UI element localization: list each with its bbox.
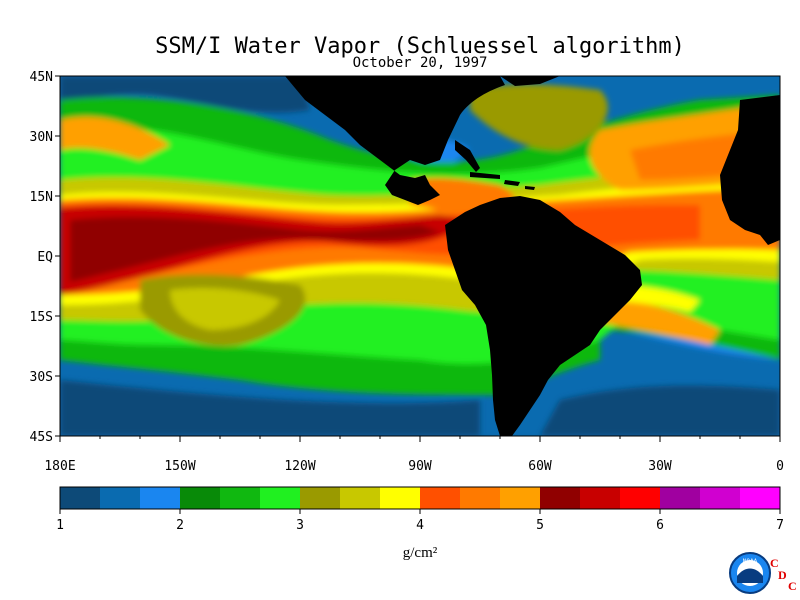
cdc-letter-3: C — [788, 579, 797, 593]
cdc-letter-1: C — [770, 556, 779, 570]
colorbar-ticks: 1 2 3 4 5 6 7 — [56, 509, 784, 533]
lat-tick-label: 15S — [30, 310, 53, 325]
colorbar-tick-label: 1 — [56, 518, 64, 533]
noaa-logo: NOAA — [729, 552, 771, 594]
colorbar-swatch — [540, 487, 581, 509]
map-subtitle: October 20, 1997 — [353, 55, 488, 71]
colorbar-swatch — [340, 487, 381, 509]
lon-tick-label: 120W — [284, 459, 315, 474]
colorbar-swatch — [180, 487, 221, 509]
lon-tick-label: 180E — [44, 459, 75, 474]
colorbar-swatch — [700, 487, 741, 509]
colorbar-tick-label: 4 — [416, 518, 424, 533]
colorbar-tick-label: 2 — [176, 518, 184, 533]
lon-tick-label: 150W — [164, 459, 195, 474]
lat-tick-label: 30S — [30, 370, 53, 385]
colorbar-swatch — [660, 487, 701, 509]
noaa-logo-text: NOAA — [743, 558, 758, 565]
latitude-axis: 45N 30N 15N EQ 15S 30S 45S — [30, 70, 60, 445]
lat-tick-label: EQ — [37, 250, 53, 265]
colorbar-swatch — [140, 487, 181, 509]
colorbar-swatch — [300, 487, 341, 509]
longitude-axis: 180E 150W 120W 90W 60W 30W 0 — [44, 436, 784, 474]
lat-tick-label: 45S — [30, 430, 53, 445]
colorbar-swatch — [580, 487, 621, 509]
colorbar-swatch — [500, 487, 541, 509]
colorbar-swatch — [60, 487, 101, 509]
colorbar — [60, 487, 781, 509]
colorbar-swatch — [260, 487, 301, 509]
lon-tick-label: 60W — [528, 459, 552, 474]
water-vapor-field — [60, 76, 780, 436]
lat-tick-label: 30N — [30, 130, 53, 145]
cdc-letter-2: D — [778, 568, 787, 582]
land-mass — [285, 76, 780, 436]
lat-tick-label: 45N — [30, 70, 53, 85]
colorbar-swatch — [380, 487, 421, 509]
lon-tick-label: 30W — [648, 459, 672, 474]
lon-tick-label: 0 — [776, 459, 784, 474]
colorbar-swatch — [740, 487, 781, 509]
colorbar-tick-label: 3 — [296, 518, 304, 533]
colorbar-unit-label: g/cm² — [403, 545, 438, 561]
colorbar-swatch — [100, 487, 141, 509]
colorbar-tick-label: 5 — [536, 518, 544, 533]
colorbar-swatch — [460, 487, 501, 509]
colorbar-tick-label: 7 — [776, 518, 784, 533]
colorbar-swatch — [620, 487, 661, 509]
colorbar-tick-label: 6 — [656, 518, 664, 533]
lat-tick-label: 15N — [30, 190, 53, 205]
map-title: SSM/I Water Vapor (Schluessel algorithm) — [155, 34, 685, 59]
colorbar-swatch — [420, 487, 461, 509]
colorbar-swatch — [220, 487, 261, 509]
lon-tick-label: 90W — [408, 459, 432, 474]
